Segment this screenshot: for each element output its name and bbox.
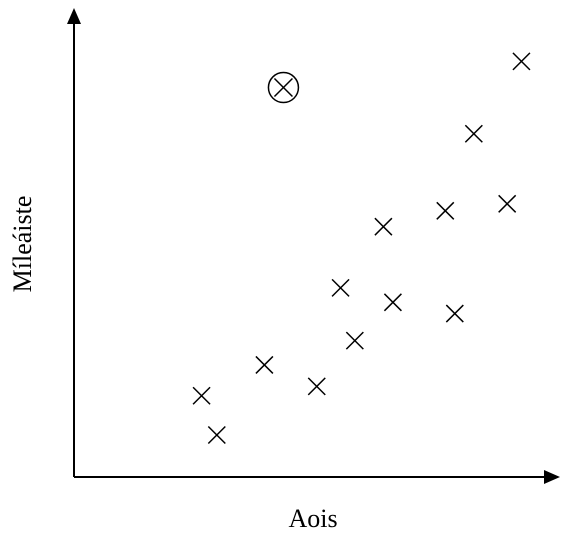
data-point-12	[498, 194, 517, 213]
x-axis-title: Aois	[288, 504, 337, 533]
y-axis-arrowhead	[67, 8, 81, 24]
axes	[67, 8, 560, 484]
data-point-2	[207, 425, 226, 445]
y-axis-title: Míleáiste	[8, 196, 37, 293]
data-point-8	[383, 293, 402, 312]
data-point-11	[464, 124, 483, 143]
data-point-9	[436, 201, 455, 220]
points-layer	[192, 52, 531, 445]
outlier-point	[267, 71, 300, 104]
data-point-1	[192, 386, 211, 405]
data-point-13	[512, 52, 531, 71]
data-point-6	[345, 331, 364, 350]
data-point-3	[255, 355, 274, 374]
data-point-7	[374, 217, 393, 236]
data-point-5	[331, 278, 350, 297]
x-axis-arrowhead	[544, 470, 560, 484]
data-point-10	[445, 304, 464, 323]
data-point-4	[307, 377, 326, 396]
